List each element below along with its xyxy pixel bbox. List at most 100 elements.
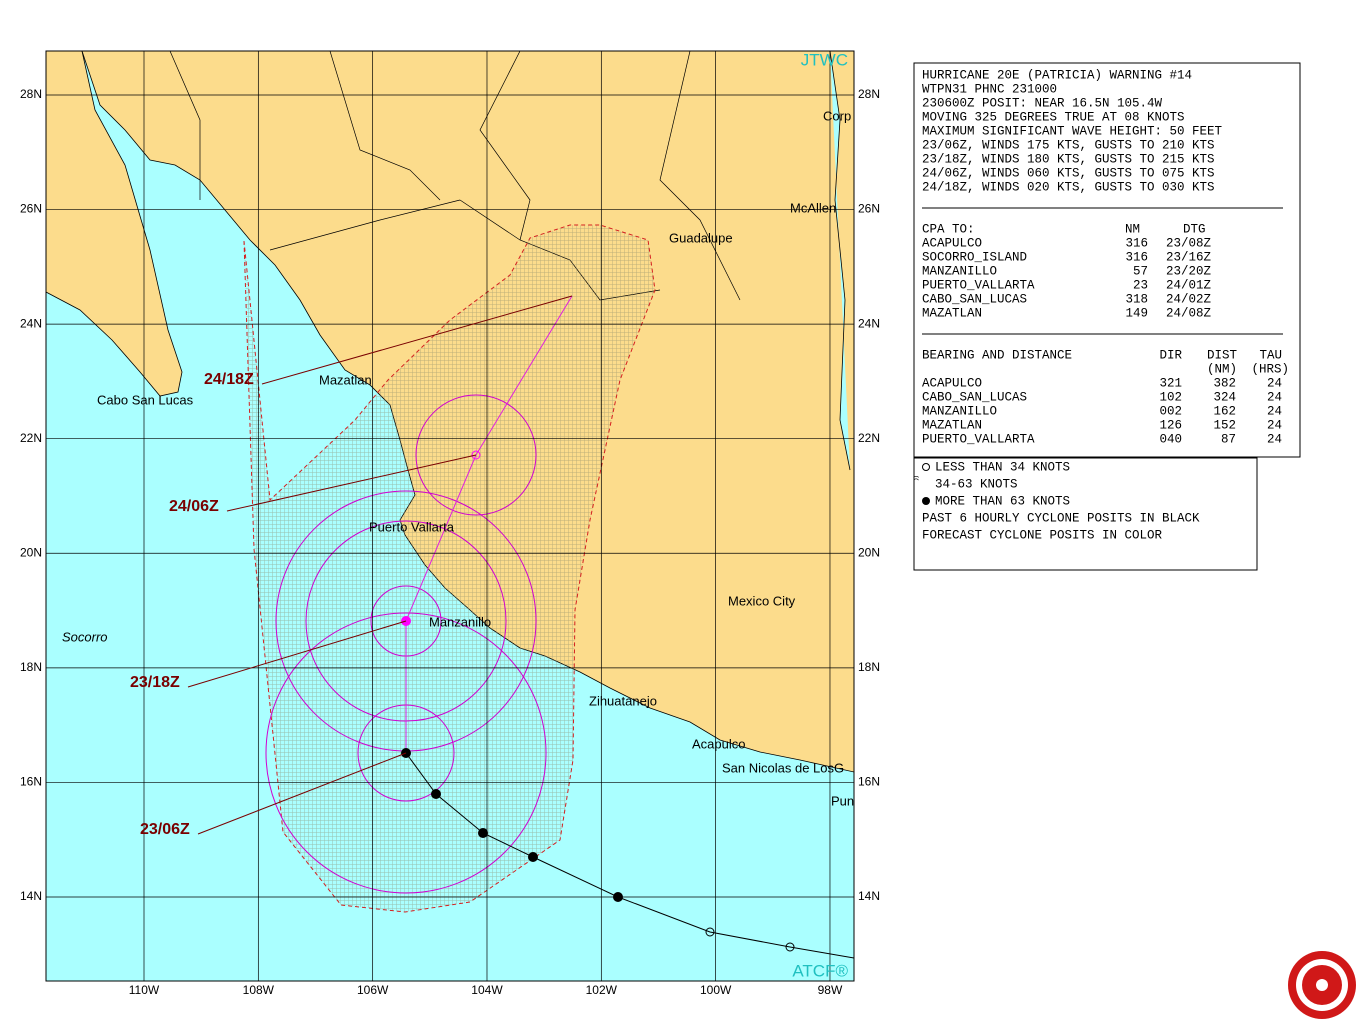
bearing-cell: 24: [1267, 376, 1282, 390]
lat-label: 26N: [20, 202, 42, 216]
lat-label: 18N: [20, 660, 42, 674]
lon-label: 102W: [586, 983, 618, 997]
forecast-label: 23/18Z: [130, 674, 180, 691]
warning-line: HURRICANE 20E (PATRICIA) WARNING #14: [922, 68, 1192, 82]
bearing-cell: MANZANILLO: [922, 404, 997, 418]
cpa-name: MAZATLAN: [922, 306, 982, 320]
cpa-header: DTG: [1183, 222, 1206, 236]
cpa-nm: 316: [1125, 250, 1148, 264]
cpa-dtg: 23/20Z: [1166, 264, 1212, 278]
legend-icon: [922, 497, 930, 505]
leader-line: [226, 454, 477, 512]
cpa-nm: 316: [1125, 236, 1148, 250]
gulf-coast: [829, 51, 851, 471]
bearing-cell: PUERTO_VALLARTA: [922, 432, 1035, 446]
legend-text: LESS THAN 34 KNOTS: [935, 460, 1070, 474]
source-top: JTWC: [801, 50, 848, 69]
place-label: Puerto Vallarta: [369, 519, 455, 534]
cpa-nm: 149: [1125, 306, 1148, 320]
lat-label: 14N: [20, 889, 42, 903]
lat-label: 16N: [858, 775, 880, 789]
bearing-header: DIST: [1207, 348, 1238, 362]
cpa-header: CPA TO:: [922, 222, 975, 236]
place-label: Pun: [831, 793, 854, 808]
warning-line: WTPN31 PHNC 231000: [922, 82, 1057, 96]
cpa-name: SOCORRO_ISLAND: [922, 250, 1027, 264]
bearing-cell: 87: [1221, 432, 1236, 446]
cpa-dtg: 24/01Z: [1166, 278, 1212, 292]
forecast-label: 24/18Z: [204, 371, 254, 388]
legend-text: MORE THAN 63 KNOTS: [935, 494, 1070, 508]
source-bottom: ATCF®: [792, 961, 848, 980]
bearing-cell: 24: [1267, 418, 1282, 432]
bearing-unit: (NM): [1207, 362, 1237, 376]
lat-label: 28N: [858, 87, 880, 101]
lat-label: 16N: [20, 775, 42, 789]
lat-label: 24N: [20, 316, 42, 330]
lat-label: 20N: [858, 545, 880, 559]
past-track: [405, 752, 854, 959]
lon-label: 110W: [129, 983, 160, 997]
cpa-dtg: 23/08Z: [1166, 236, 1212, 250]
place-label: San Nicolas de LosG: [722, 760, 844, 775]
place-label: Socorro: [62, 629, 108, 644]
bearing-cell: 152: [1213, 418, 1236, 432]
warning-line: 24/18Z, WINDS 020 KTS, GUSTS TO 030 KTS: [922, 180, 1215, 194]
lat-label: 20N: [20, 545, 42, 559]
cpa-name: MANZANILLO: [922, 264, 997, 278]
bearing-cell: 324: [1213, 390, 1236, 404]
lat-label: 14N: [858, 889, 880, 903]
cpa-name: ACAPULCO: [922, 236, 982, 250]
logo: [1288, 951, 1356, 1019]
lat-label: 26N: [858, 202, 880, 216]
bearing-cell: 382: [1213, 376, 1236, 390]
bearing-cell: 162: [1213, 404, 1236, 418]
bearing-header: TAU: [1259, 348, 1282, 362]
lon-label: 104W: [471, 983, 503, 997]
lon-label: 106W: [357, 983, 389, 997]
warning-line: 23/18Z, WINDS 180 KTS, GUSTS TO 215 KTS: [922, 152, 1215, 166]
legend-icon: [922, 463, 930, 471]
lon-label: 108W: [243, 983, 275, 997]
place-label: McAllen: [790, 200, 836, 215]
place-label: Cabo San Lucas: [97, 392, 194, 407]
place-label: Mexico City: [728, 593, 796, 608]
warning-line: 24/06Z, WINDS 060 KTS, GUSTS TO 075 KTS: [922, 166, 1215, 180]
legend-text: PAST 6 HOURLY CYCLONE POSITS IN BLACK: [922, 511, 1200, 525]
bearing-unit: (HRS): [1251, 362, 1289, 376]
place-label: Mazatlan: [319, 372, 372, 387]
lat-label: 24N: [858, 316, 880, 330]
lon-label: 98W: [818, 983, 843, 997]
forecast-label: 24/06Z: [169, 498, 219, 515]
warning-line: MAXIMUM SIGNIFICANT WAVE HEIGHT: 50 FEET: [922, 124, 1223, 138]
bearing-header: DIR: [1159, 348, 1182, 362]
warning-panel: [913, 62, 1301, 458]
cpa-dtg: 23/16Z: [1166, 250, 1212, 264]
cpa-nm: 318: [1125, 292, 1148, 306]
place-label: Guadalupe: [669, 230, 733, 245]
bearing-cell: 126: [1159, 418, 1182, 432]
bearing-cell: 321: [1159, 376, 1182, 390]
bearing-cell: 24: [1267, 432, 1282, 446]
place-label: Manzanillo: [429, 614, 491, 629]
bearing-cell: 040: [1159, 432, 1182, 446]
forecast-posit: [471, 450, 481, 460]
leader-line: [261, 295, 573, 385]
map: [46, 51, 854, 981]
legend-panel: [913, 457, 1258, 571]
leader-line: [187, 620, 407, 688]
place-label: Corp: [823, 108, 851, 123]
map-frame: [45, 50, 855, 982]
forecast-cone: [243, 224, 656, 913]
place-label: Zihuatanejo: [589, 693, 657, 708]
legend-text: FORECAST CYCLONE POSITS IN COLOR: [922, 528, 1163, 542]
bearing-cell: 24: [1267, 404, 1282, 418]
baja: [46, 51, 183, 397]
cpa-nm: 23: [1133, 278, 1148, 292]
warning-line: MOVING 325 DEGREES TRUE AT 08 KNOTS: [922, 110, 1185, 124]
cpa-nm: 57: [1133, 264, 1148, 278]
warning-line: 23/06Z, WINDS 175 KTS, GUSTS TO 210 KTS: [922, 138, 1215, 152]
lat-label: 18N: [858, 660, 880, 674]
lon-label: 100W: [700, 983, 732, 997]
